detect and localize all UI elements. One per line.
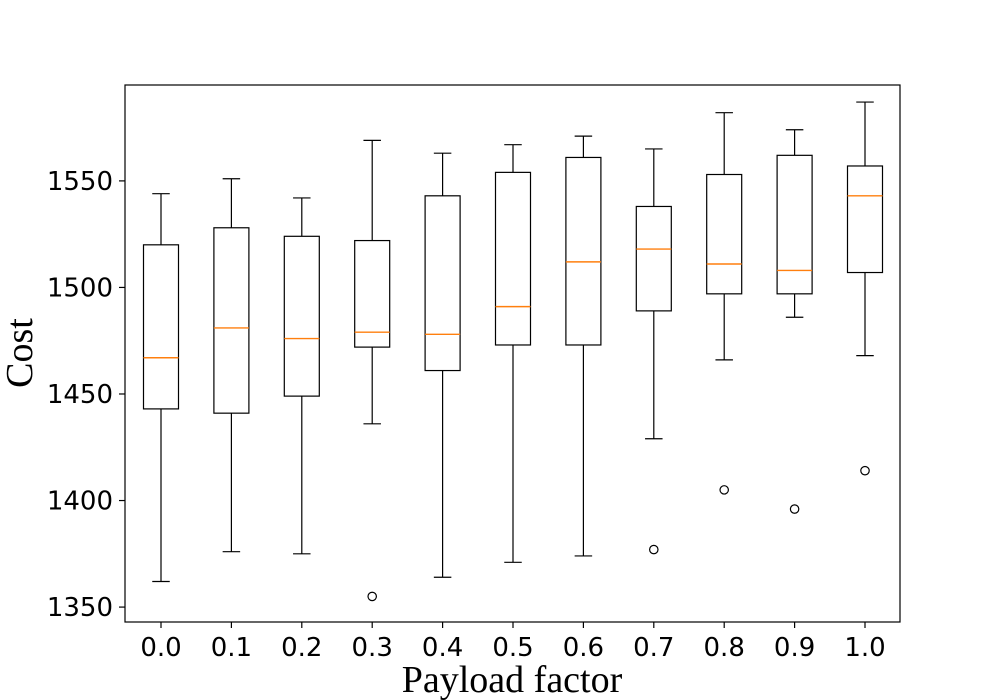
iqr-box (354, 239, 391, 348)
x-tick-label: 0.8 (704, 633, 745, 663)
y-tick-label: 1550 (47, 167, 113, 197)
y-tick-label: 1400 (47, 487, 113, 517)
box-group-0.5 (494, 144, 532, 563)
y-tick-label: 1450 (47, 380, 113, 410)
box-group-0.8 (706, 112, 743, 495)
x-tick-label: 0.5 (492, 633, 533, 663)
x-tick-label: 0.6 (563, 633, 604, 663)
box-group-0.6 (565, 135, 602, 557)
box-group-0.0 (142, 193, 180, 583)
iqr-box (776, 154, 813, 295)
iqr-box (846, 165, 884, 274)
y-tick-label: 1350 (47, 593, 113, 623)
box-group-0.4 (424, 152, 461, 578)
iqr-box (213, 227, 250, 414)
x-axis-title: Payload factor (402, 659, 623, 700)
outlier-point (719, 485, 729, 495)
y-axis: 1350 1400 1450 1500 1550 (47, 167, 125, 623)
x-tick-label: 0.1 (211, 633, 252, 663)
iqr-box (424, 195, 461, 372)
iqr-box (142, 244, 180, 410)
box-group-0.7 (635, 148, 672, 555)
iqr-box (635, 205, 672, 312)
iqr-box (283, 235, 320, 397)
box-group-0.1 (213, 178, 250, 553)
x-tick-label: 0.7 (633, 633, 674, 663)
x-tick-label: 0.0 (140, 633, 181, 663)
iqr-box (706, 173, 743, 295)
iqr-box (494, 171, 532, 346)
iqr-box (565, 156, 602, 346)
x-tick-label: 1.0 (844, 633, 885, 663)
y-tick-label: 1500 (47, 273, 113, 303)
outlier-point (860, 465, 870, 476)
x-axis: 0.0 0.1 0.2 0.3 0.4 0.5 0.6 0.7 0.8 0.9 1.0 (140, 622, 886, 663)
box-group-1.0 (846, 101, 884, 476)
x-tick-label: 0.9 (774, 633, 815, 663)
boxes-layer (142, 101, 884, 602)
x-tick-label: 0.3 (352, 633, 393, 663)
box-group-0.3 (354, 139, 391, 602)
box-group-0.9 (776, 129, 813, 514)
outlier-point (367, 591, 377, 602)
box-group-0.2 (283, 197, 320, 555)
x-tick-label: 0.2 (281, 633, 322, 663)
outlier-point (648, 544, 659, 555)
outlier-point (789, 504, 800, 514)
y-axis-title: Cost (0, 318, 41, 388)
x-tick-label: 0.4 (422, 633, 463, 663)
